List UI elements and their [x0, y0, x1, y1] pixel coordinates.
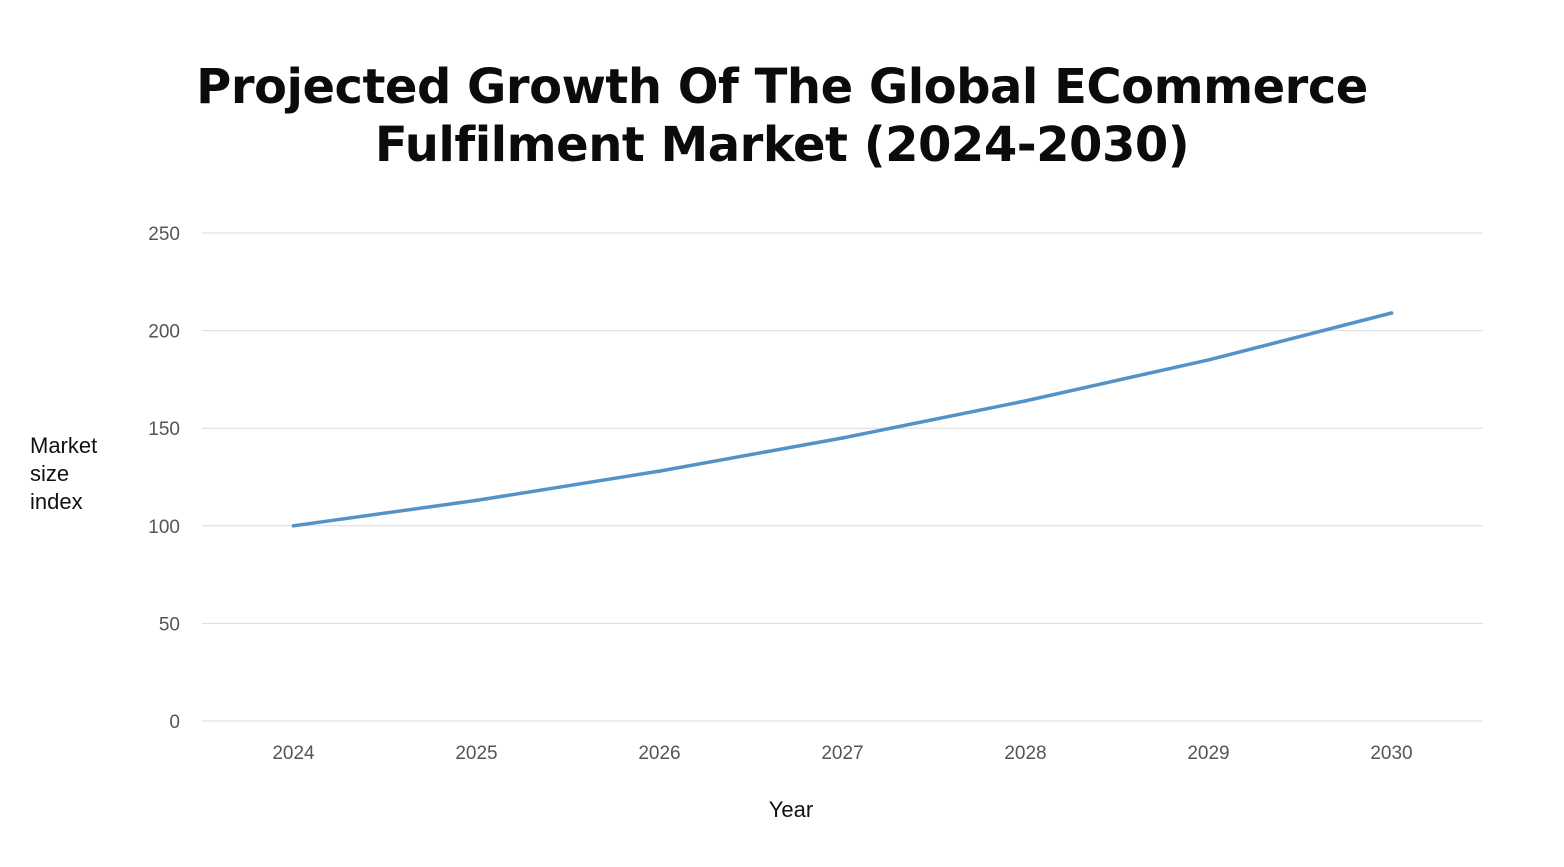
x-tick-label-2030: 2030	[1370, 743, 1412, 764]
y-axis-label-line-2: size	[30, 461, 70, 486]
y-tick-label-150: 150	[148, 419, 180, 440]
series-line-0	[291, 311, 1394, 528]
y-tick-label-200: 200	[148, 322, 180, 343]
data-point-2028	[1023, 399, 1028, 403]
data-point-2029	[1206, 358, 1211, 362]
x-tick-label-2026: 2026	[638, 743, 680, 764]
y-tick-label-250: 250	[148, 224, 180, 245]
y-tick-label-0: 0	[169, 712, 180, 733]
chart-title: Projected Growth Of The Global ECommerce…	[0, 58, 1564, 174]
x-tick-label-2025: 2025	[455, 743, 497, 764]
y-axis-label: Market size index	[30, 432, 140, 516]
y-tick-label-50: 50	[159, 614, 180, 635]
y-axis-label-line-3: index	[30, 489, 83, 514]
data-point-2025	[474, 498, 479, 503]
data-point-2030	[1389, 311, 1394, 315]
chart-title-line-1: Projected Growth Of The Global ECommerce	[196, 59, 1368, 115]
x-tick-label-2027: 2027	[821, 743, 863, 764]
x-axis-label: Year	[768, 797, 814, 822]
x-tick-label-2029: 2029	[1187, 743, 1229, 764]
x-tick-label-2028: 2028	[1004, 743, 1046, 764]
data-point-2026	[657, 469, 662, 473]
data-point-2024	[291, 524, 296, 528]
y-axis-label-line-1: Market	[30, 433, 98, 458]
data-point-2027	[840, 436, 845, 440]
x-tick-label-2024: 2024	[272, 743, 315, 764]
y-tick-label-100: 100	[148, 517, 180, 538]
chart-title-line-2: Fulfilment Market (2024-2030)	[374, 117, 1190, 173]
